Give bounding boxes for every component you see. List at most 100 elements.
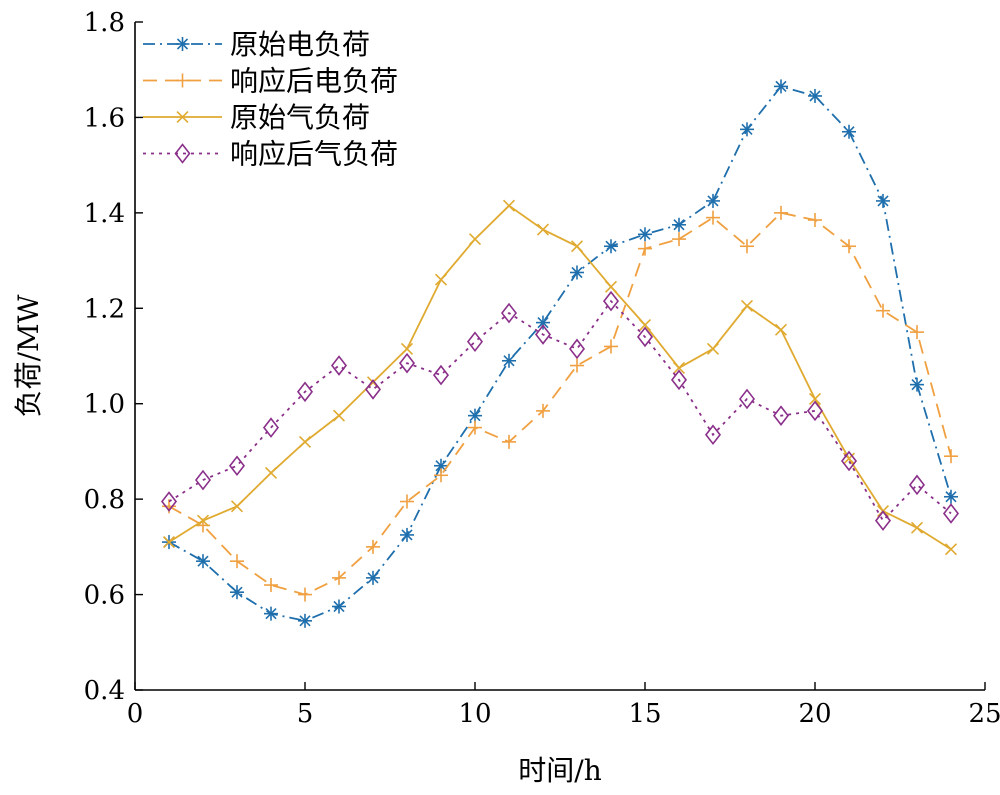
data-point-x [774,323,788,336]
data-point-plus [604,339,618,354]
series-line [168,204,952,551]
series-2 [162,205,958,602]
data-point-diamond [432,364,450,386]
data-point-plus [638,241,652,256]
marker-stroke [775,80,787,93]
data-point-diamond [874,510,892,531]
marker-stroke [332,409,346,422]
marker-stroke [842,452,856,465]
marker-stroke [468,233,482,246]
data-point-diamond [806,400,824,422]
data-point-asterisk [570,265,584,280]
data-point-diamond [330,355,348,376]
y-tick-label: 0.4 [84,676,125,706]
data-point-diamond [466,331,484,352]
data-point-asterisk [196,554,210,569]
data-point-diamond [364,379,382,400]
data-point-x [570,240,584,253]
data-point-asterisk [740,122,754,137]
data-point-x [264,466,278,479]
legend-label: 原始电负荷 [230,28,370,61]
data-point-x [162,536,176,549]
legend-item: 原始气负荷 [143,101,370,134]
marker-stroke [877,195,889,207]
data-point-diamond [262,417,280,438]
data-point-x [502,199,516,212]
y-tick-label: 1.2 [84,294,125,324]
data-point-x [434,273,448,286]
data-point-plus [332,570,346,585]
data-point-asterisk [366,570,380,585]
marker-stroke [196,514,210,527]
legend-label: 原始气负荷 [230,101,370,134]
marker-stroke [537,316,549,329]
marker-stroke [265,608,277,620]
data-point-asterisk [944,489,958,504]
data-point-asterisk [502,353,516,368]
data-point-plus [536,403,550,418]
marker-stroke [435,460,447,472]
data-point-plus [740,239,754,254]
legend-item: 响应后气负荷 [143,138,398,171]
data-point-plus [298,587,312,602]
marker-stroke [639,228,651,240]
data-point-asterisk [876,193,890,208]
series-3 [162,199,958,556]
data-point-plus [842,239,856,254]
data-point-asterisk [604,239,618,254]
marker-stroke [944,543,958,556]
marker-stroke [570,240,584,253]
y-tick-label: 1.8 [84,8,125,38]
data-point-plus [944,449,958,464]
marker-stroke [604,280,618,293]
x-tick-label: 25 [968,699,1000,729]
data-point-diamond [602,290,620,312]
data-point-asterisk [774,79,788,94]
data-point-diamond [670,369,688,391]
marker-stroke [571,266,583,279]
data-point-x [536,223,550,236]
marker-stroke [672,361,686,374]
data-point-x [638,318,652,332]
legend-item: 原始电负荷 [143,28,370,61]
data-point-plus [230,554,244,569]
marker-stroke [741,123,753,135]
data-point-asterisk [536,315,550,330]
series-line [168,299,952,523]
data-point-plus [400,494,414,509]
data-point-plus [672,232,686,247]
marker-stroke [299,615,311,627]
marker-stroke [673,219,685,231]
data-point-diamond [738,388,756,410]
data-point-plus [808,213,822,228]
series-line [168,211,952,596]
data-point-x [468,233,482,246]
data-point-x [196,514,210,527]
data-point-diamond [174,143,191,164]
data-point-asterisk [808,88,822,103]
marker-stroke [401,529,413,541]
y-tick-label: 0.8 [84,485,125,515]
data-point-x [910,521,924,534]
marker-stroke [469,410,481,422]
series-layer [160,79,960,628]
data-point-asterisk [230,585,244,600]
data-point-diamond [636,326,654,348]
data-point-asterisk [468,408,482,423]
marker-stroke [536,223,550,236]
data-point-diamond [534,324,552,345]
marker-stroke [162,536,176,549]
data-point-diamond [398,352,416,374]
data-point-diamond [194,469,212,491]
data-point-x [230,500,244,513]
data-point-asterisk [298,613,312,628]
legend-label: 响应后气负荷 [230,138,398,171]
marker-stroke [503,355,515,367]
y-tick-label: 1.4 [84,199,125,229]
data-point-x [808,392,822,405]
data-point-plus [434,468,448,483]
data-point-x [604,280,618,293]
marker-stroke [434,273,448,286]
data-point-diamond [296,381,314,403]
